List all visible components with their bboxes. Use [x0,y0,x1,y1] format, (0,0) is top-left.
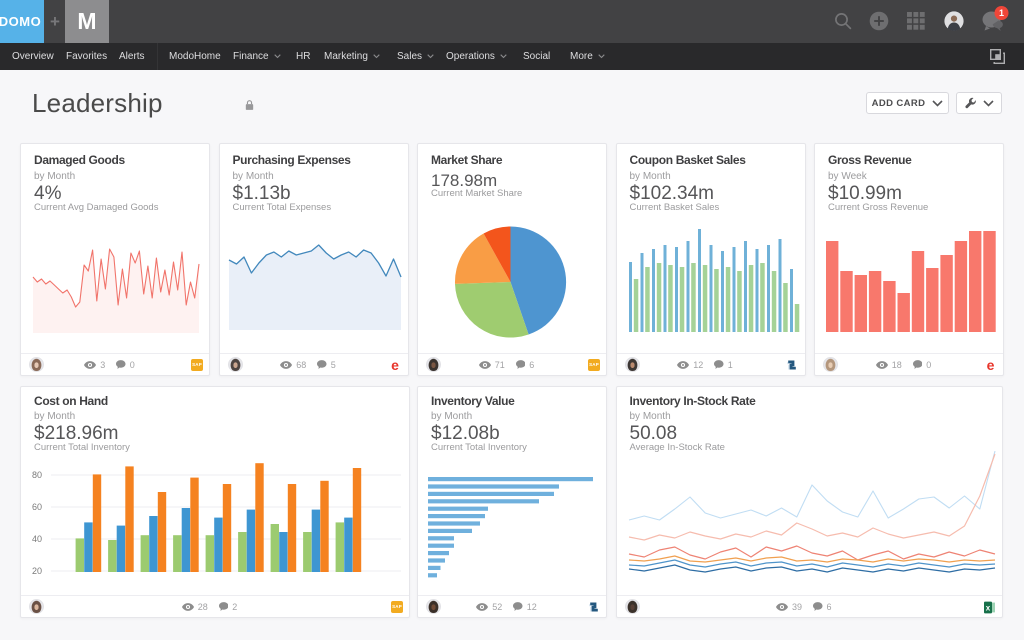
svg-text:x: x [986,603,991,612]
svg-text:20: 20 [32,566,42,576]
svg-text:80: 80 [32,470,42,480]
svg-text:60: 60 [32,502,42,512]
svg-text:1: 1 [999,8,1004,18]
svg-text:40: 40 [32,534,42,544]
